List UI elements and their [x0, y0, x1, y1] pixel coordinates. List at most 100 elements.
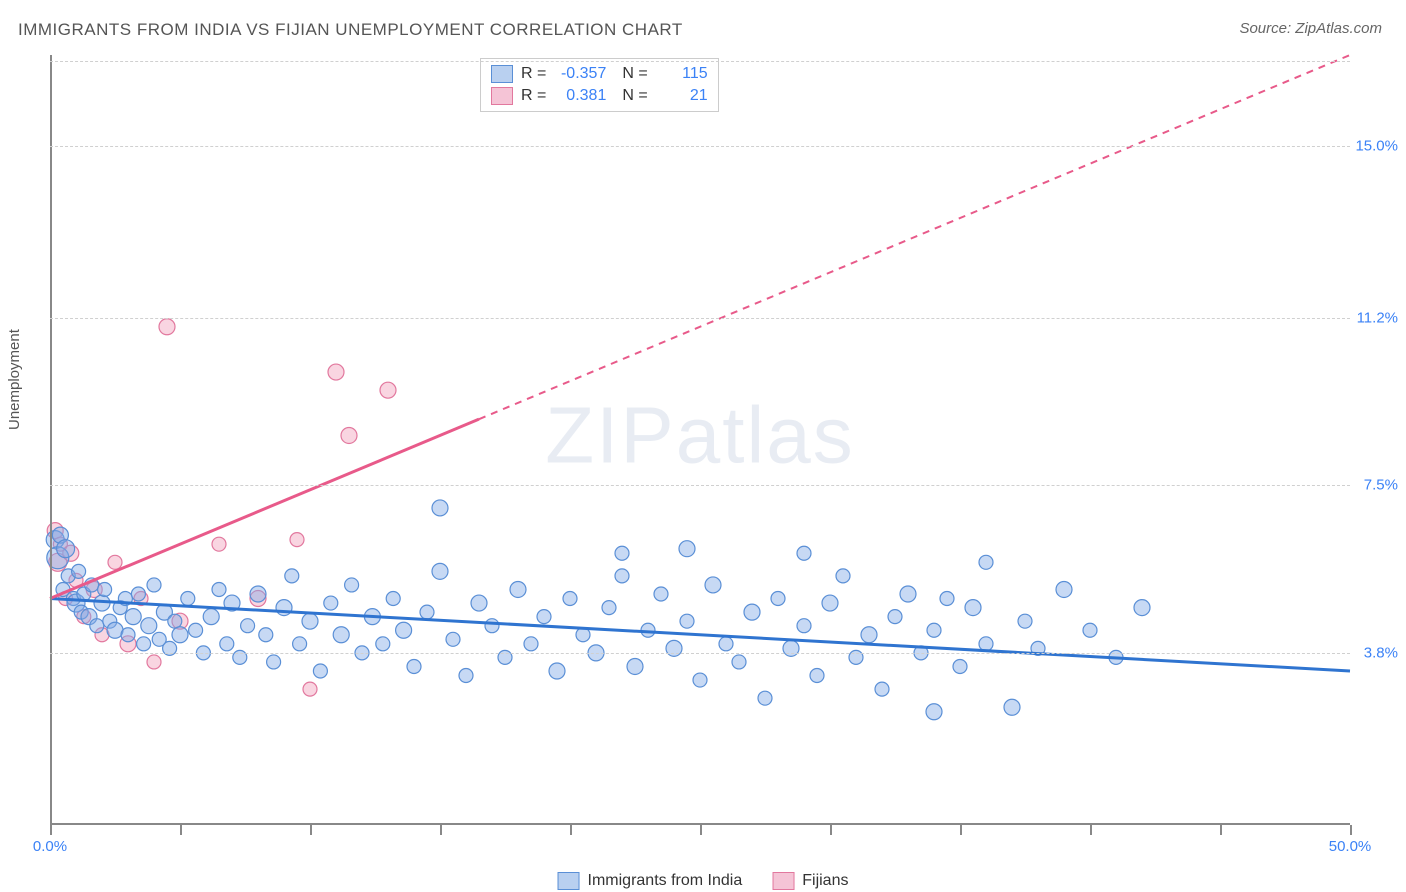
data-point: [485, 619, 499, 633]
data-point: [666, 640, 682, 656]
data-point: [822, 595, 838, 611]
data-point: [679, 541, 695, 557]
x-tick: [50, 825, 52, 835]
data-point: [459, 669, 473, 683]
x-tick: [830, 825, 832, 835]
data-point: [341, 427, 357, 443]
data-point: [407, 659, 421, 673]
data-point: [121, 628, 135, 642]
data-point: [549, 663, 565, 679]
data-point: [432, 500, 448, 516]
data-point: [141, 618, 157, 634]
data-point: [979, 637, 993, 651]
gridline: [50, 146, 1350, 147]
x-tick: [960, 825, 962, 835]
data-point: [172, 627, 188, 643]
x-tick: [310, 825, 312, 835]
data-point: [810, 669, 824, 683]
gridline: [50, 61, 1350, 62]
data-point: [98, 582, 112, 596]
data-point: [125, 609, 141, 625]
data-point: [875, 682, 889, 696]
data-point: [396, 622, 412, 638]
data-point: [615, 546, 629, 560]
x-tick: [180, 825, 182, 835]
data-point: [168, 614, 182, 628]
data-point: [380, 382, 396, 398]
data-point: [926, 704, 942, 720]
data-point: [250, 586, 266, 602]
data-point: [693, 673, 707, 687]
chart-container: IMMIGRANTS FROM INDIA VS FIJIAN UNEMPLOY…: [0, 0, 1406, 892]
data-point: [189, 623, 203, 637]
legend-item-series1: Immigrants from India: [558, 872, 743, 890]
data-point: [303, 682, 317, 696]
gridline: [50, 485, 1350, 486]
x-tick: [700, 825, 702, 835]
data-point: [510, 581, 526, 597]
data-point: [1083, 623, 1097, 637]
data-point: [524, 637, 538, 651]
data-point: [797, 619, 811, 633]
data-point: [758, 691, 772, 705]
data-point: [705, 577, 721, 593]
data-point: [324, 596, 338, 610]
plot-area: ZIPatlas R = -0.357 N = 115 R = 0.381 N …: [50, 55, 1350, 825]
data-point: [181, 592, 195, 606]
x-tick: [570, 825, 572, 835]
swatch-series1-icon: [558, 872, 580, 890]
data-point: [147, 655, 161, 669]
data-point: [108, 555, 122, 569]
data-point: [131, 587, 145, 601]
data-point: [1004, 699, 1020, 715]
data-point: [293, 637, 307, 651]
gridline: [50, 318, 1350, 319]
legend-label-series2: Fijians: [802, 872, 848, 890]
data-point: [615, 569, 629, 583]
source-label: Source: ZipAtlas.com: [1239, 20, 1382, 37]
y-axis: [50, 55, 52, 825]
trend-line: [479, 55, 1350, 419]
y-tick-label: 11.2%: [1357, 309, 1398, 326]
plot-svg: [50, 55, 1350, 825]
data-point: [797, 546, 811, 560]
data-point: [328, 364, 344, 380]
x-tick: [1350, 825, 1352, 835]
data-point: [446, 632, 460, 646]
chart-title: IMMIGRANTS FROM INDIA VS FIJIAN UNEMPLOY…: [18, 20, 683, 40]
x-tick: [1220, 825, 1222, 835]
data-point: [744, 604, 760, 620]
gridline: [50, 653, 1350, 654]
data-point: [537, 610, 551, 624]
data-point: [1134, 600, 1150, 616]
x-tick: [1090, 825, 1092, 835]
data-point: [771, 592, 785, 606]
data-point: [783, 640, 799, 656]
data-point: [654, 587, 668, 601]
data-point: [90, 619, 104, 633]
data-point: [900, 586, 916, 602]
data-point: [203, 609, 219, 625]
x-tick-label: 50.0%: [1329, 838, 1372, 855]
data-point: [563, 592, 577, 606]
data-point: [861, 627, 877, 643]
trend-line: [50, 419, 479, 598]
data-point: [345, 578, 359, 592]
data-point: [940, 592, 954, 606]
data-point: [420, 605, 434, 619]
data-point: [927, 623, 941, 637]
series-legend: Immigrants from India Fijians: [558, 872, 849, 890]
data-point: [220, 637, 234, 651]
x-tick-label: 0.0%: [33, 838, 67, 855]
y-tick-label: 15.0%: [1355, 137, 1398, 154]
data-point: [147, 578, 161, 592]
data-point: [212, 582, 226, 596]
data-point: [953, 659, 967, 673]
data-point: [159, 319, 175, 335]
data-point: [376, 637, 390, 651]
data-point: [259, 628, 273, 642]
data-point: [836, 569, 850, 583]
data-point: [241, 619, 255, 633]
data-point: [965, 600, 981, 616]
legend-label-series1: Immigrants from India: [588, 872, 743, 890]
